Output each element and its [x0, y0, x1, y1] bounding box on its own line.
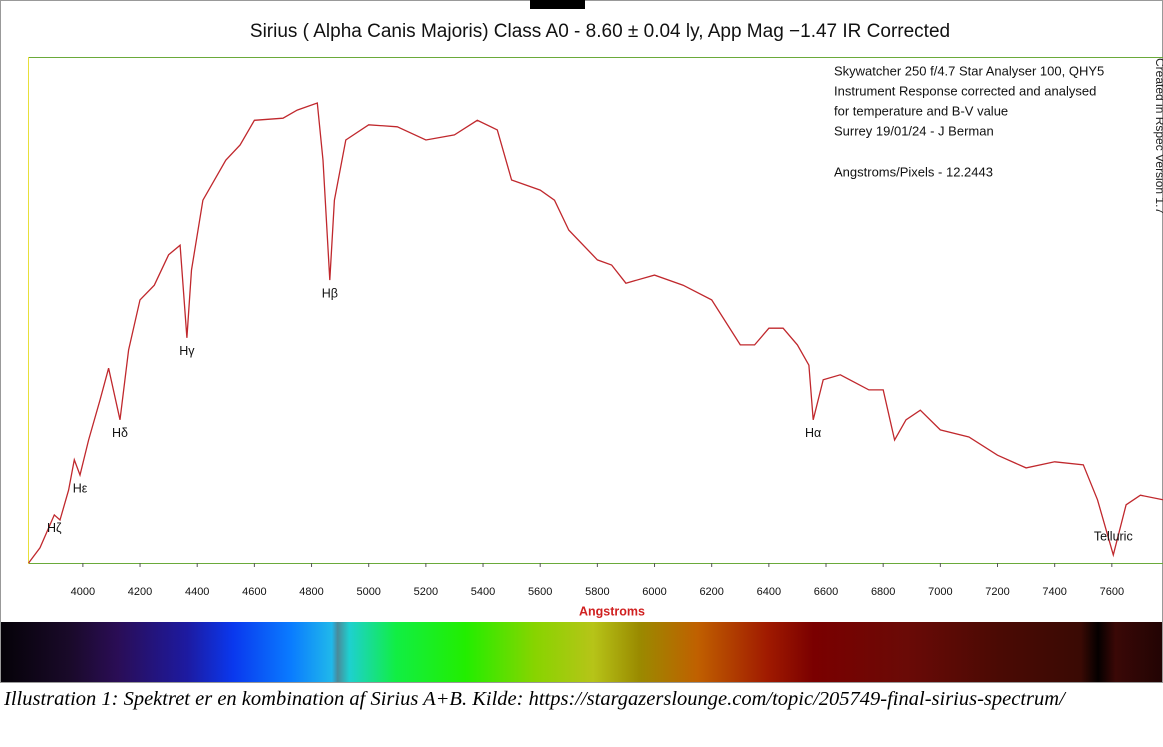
x-tick-label: 4200 [128, 586, 152, 598]
x-tick-label: 6600 [814, 586, 838, 598]
spectrum-line [28, 102, 1163, 564]
note: Surrey 19/01/24 - J Berman [834, 123, 994, 138]
x-axis-label: Angstroms [579, 604, 645, 618]
line-annotation: Telluric [1094, 529, 1133, 543]
note: Angstroms/Pixels - 12.2443 [834, 164, 993, 179]
chart: Sirius ( Alpha Canis Majoris) Class A0 -… [0, 0, 1163, 683]
x-tick-label: 5400 [471, 586, 495, 598]
x-tick-label: 6000 [642, 586, 666, 598]
caption: Illustration 1: Spektret er en kombinati… [4, 688, 1065, 710]
line-annotation: Hζ [47, 521, 62, 535]
x-tick-label: 4400 [185, 586, 209, 598]
x-tick-label: 7400 [1042, 586, 1066, 598]
chart-title: Sirius ( Alpha Canis Majoris) Class A0 -… [250, 21, 950, 42]
x-tick-label: 5200 [414, 586, 438, 598]
x-tick-label: 6800 [871, 586, 895, 598]
line-annotation: Hα [805, 426, 821, 440]
note: Instrument Response corrected and analys… [834, 83, 1096, 98]
x-tick-label: 5800 [585, 586, 609, 598]
spectrum-strip [1, 622, 1162, 682]
note: for temperature and B-V value [834, 103, 1008, 118]
note: Skywatcher 250 f/4.7 Star Analyser 100, … [834, 63, 1104, 78]
line-annotation: Hδ [112, 426, 128, 440]
x-tick-label: 7200 [985, 586, 1009, 598]
x-tick-label: 7000 [928, 586, 952, 598]
x-tick-label: 6200 [699, 586, 723, 598]
cropped-mark [530, 0, 585, 9]
line-annotation: Hβ [322, 286, 338, 300]
x-tick-label: 7600 [1100, 586, 1124, 598]
x-tick-label: 4000 [71, 586, 95, 598]
x-tick-label: 4600 [242, 586, 266, 598]
side-note: Created in Rspec Version 1.7 [1153, 58, 1163, 214]
x-tick-label: 5600 [528, 586, 552, 598]
line-annotation: Hγ [179, 344, 195, 358]
x-tick-label: 5000 [356, 586, 380, 598]
x-tick-label: 4800 [299, 586, 323, 598]
frame [0, 0, 1163, 683]
line-annotation: Hε [73, 481, 88, 495]
x-tick-label: 6400 [757, 586, 781, 598]
